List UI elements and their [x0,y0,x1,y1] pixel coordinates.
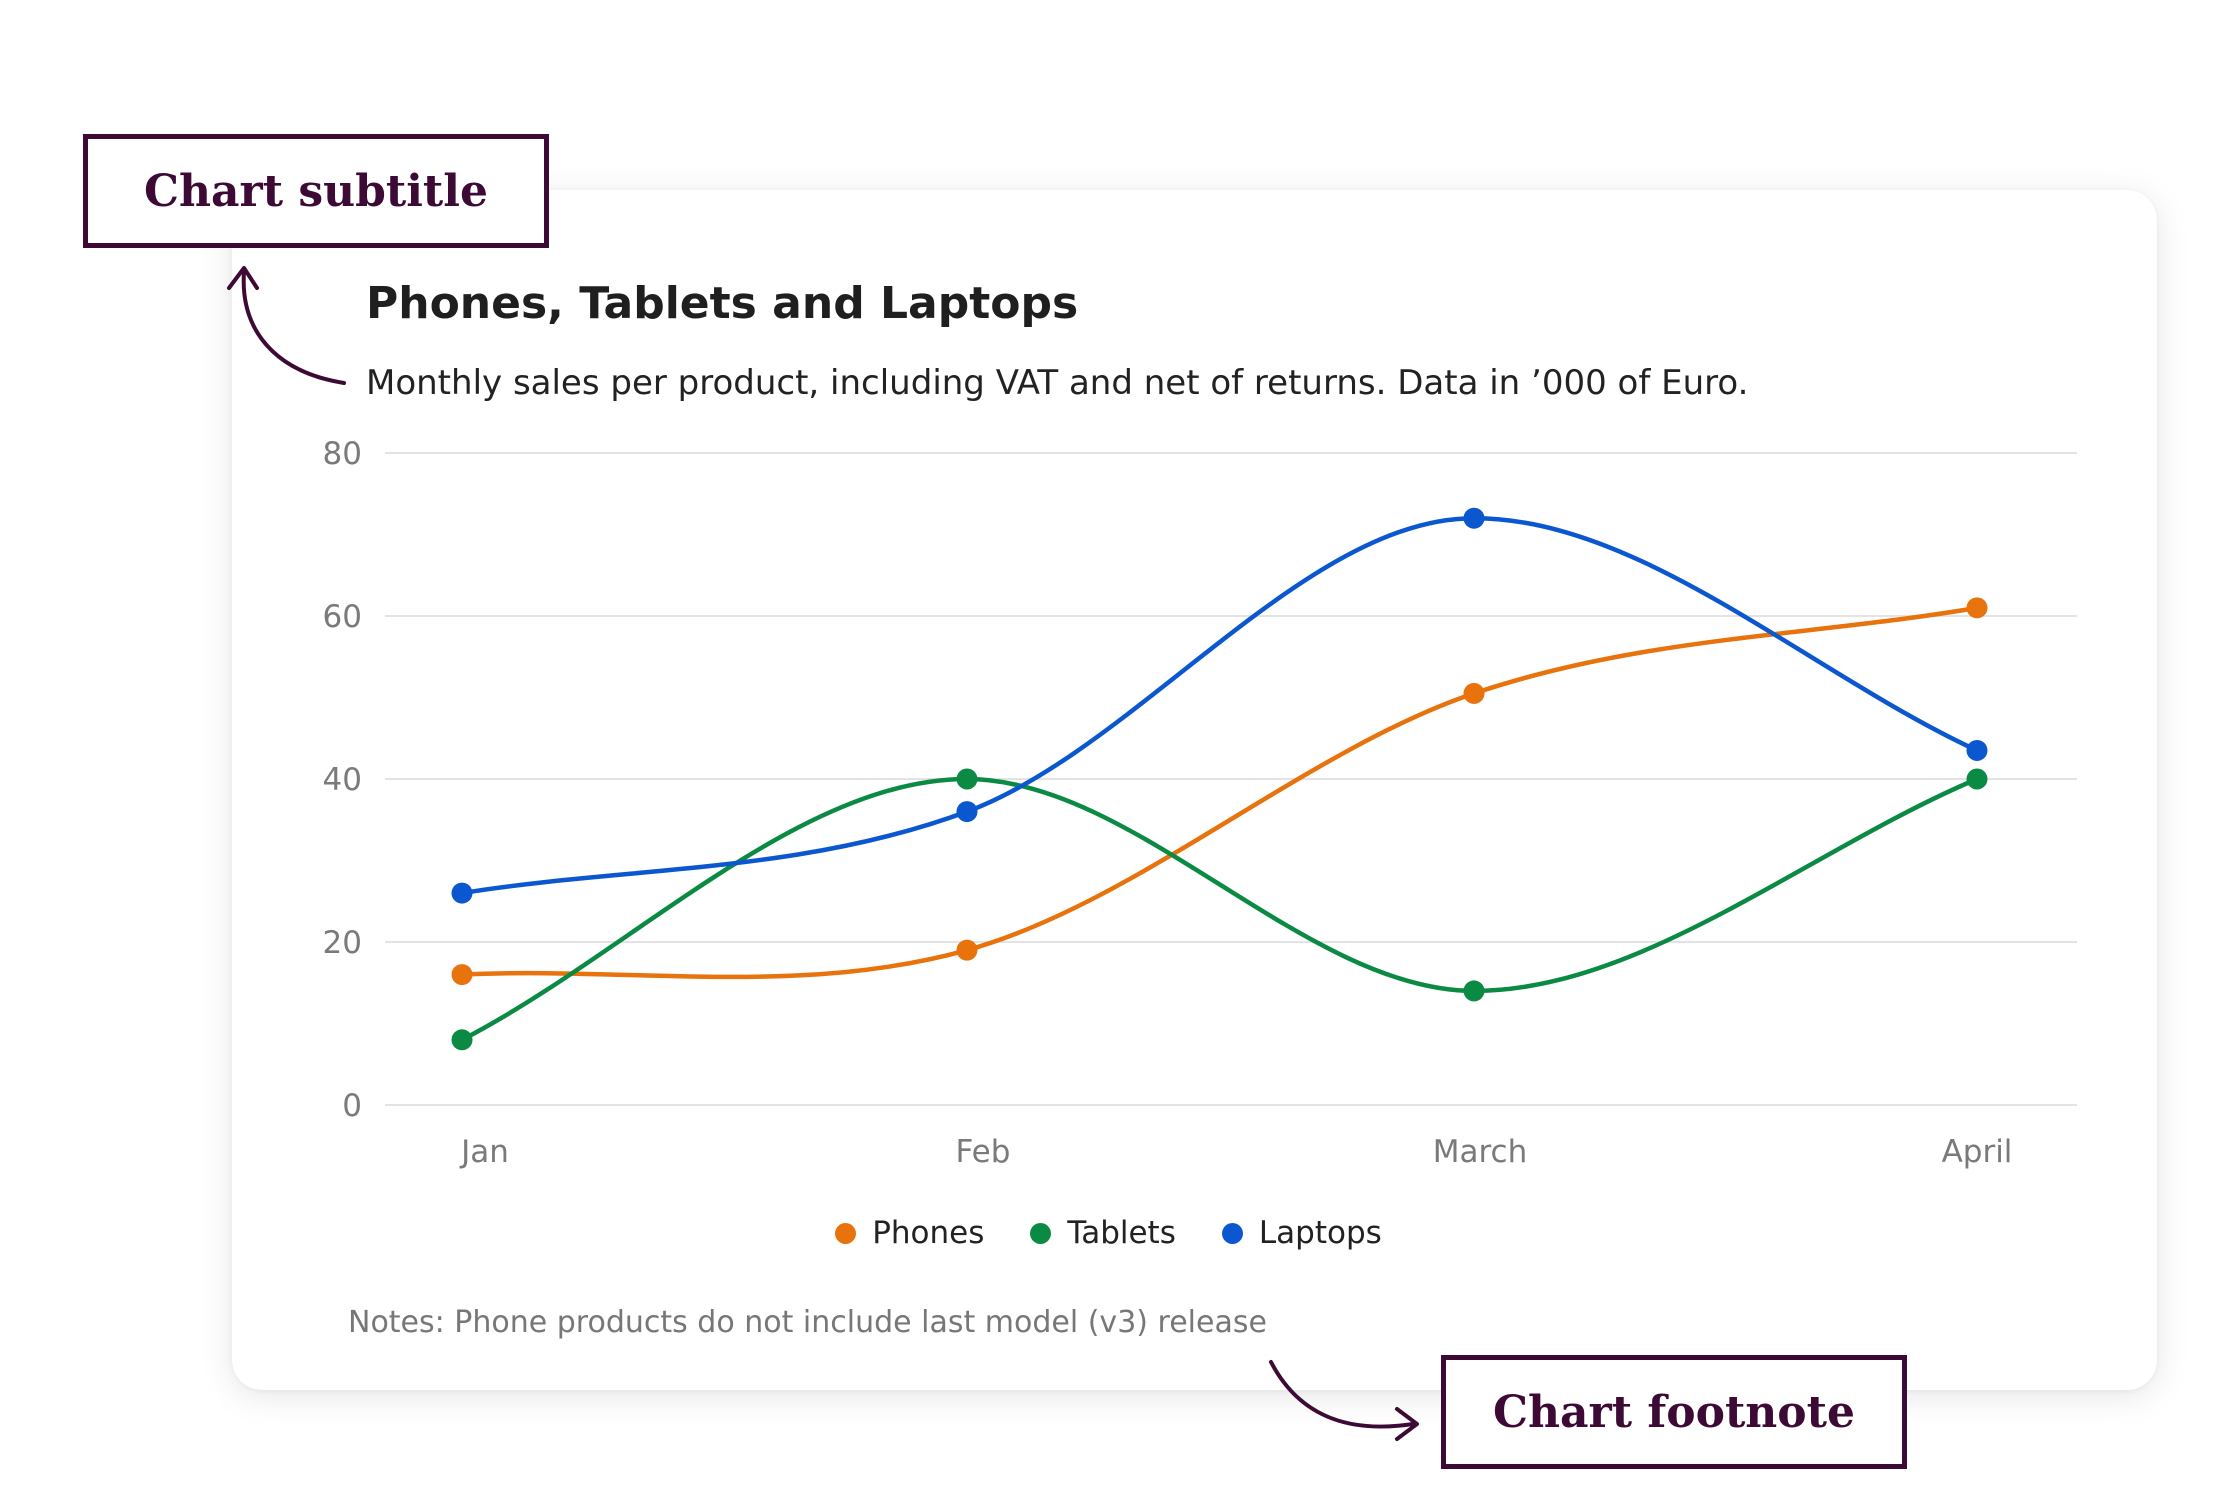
legend-marker-phones [835,1222,857,1244]
y-tick-label: 40 [323,762,362,798]
legend-item-phones: Phones [835,1215,984,1251]
y-tick-label: 80 [323,436,362,472]
tablets-point [956,768,978,790]
phones-point [1463,682,1485,704]
footnote-arrow-head [1395,1407,1419,1441]
gridlines [385,452,2077,1106]
tablets-point [451,1029,473,1051]
laptops-line [459,515,1980,896]
legend-marker-laptops [1221,1222,1243,1244]
footnote-arrow-curve [1269,1360,1415,1429]
laptops-point [956,801,978,823]
series-lines [451,507,1988,1051]
chart-card [232,190,2157,1390]
phones-point [1966,597,1988,619]
x-tick-label: Feb [956,1134,1011,1170]
laptops-point [1966,739,1988,761]
tablets-line [459,776,1980,1043]
subtitle-arrow-head [227,266,259,290]
chart-subtitle: Monthly sales per product, including VAT… [366,363,1749,403]
y-tick-label: 20 [323,925,362,961]
x-tick-label: March [1433,1134,1528,1170]
subtitle-callout: Chart subtitle [83,134,549,248]
series-phones [451,597,1988,986]
x-axis-ticks: Jan Feb March April [459,1134,2012,1170]
x-tick-label: Jan [459,1134,509,1170]
phones-point [956,939,978,961]
chart-footnote: Notes: Phone products do not include las… [348,1305,1267,1340]
y-tick-label: 0 [342,1088,362,1124]
subtitle-arrow-curve [241,270,346,385]
tablets-point [1463,980,1485,1002]
legend-marker-tablets [1030,1222,1052,1244]
legend-label-phones: Phones [872,1215,985,1251]
tablets-point [1966,768,1988,790]
y-tick-label: 60 [323,599,362,635]
legend-item-tablets: Tablets [1030,1215,1176,1251]
x-tick-label: April [1942,1134,2013,1170]
footnote-callout: Chart footnote [1441,1355,1907,1469]
legend-label-tablets: Tablets [1067,1215,1176,1251]
phones-point [451,964,473,986]
laptops-point [451,882,473,904]
y-axis-ticks: 0 20 40 60 80 [323,436,362,1124]
chart-legend: Phones Tablets Laptops [0,1215,2217,1251]
laptops-point [1463,507,1485,529]
legend-label-laptops: Laptops [1258,1215,1382,1251]
phones-line [459,605,1980,980]
legend-item-laptops: Laptops [1221,1215,1382,1251]
series-laptops [451,507,1988,904]
chart-title: Phones, Tablets and Laptops [366,278,1079,329]
series-tablets [451,768,1988,1051]
